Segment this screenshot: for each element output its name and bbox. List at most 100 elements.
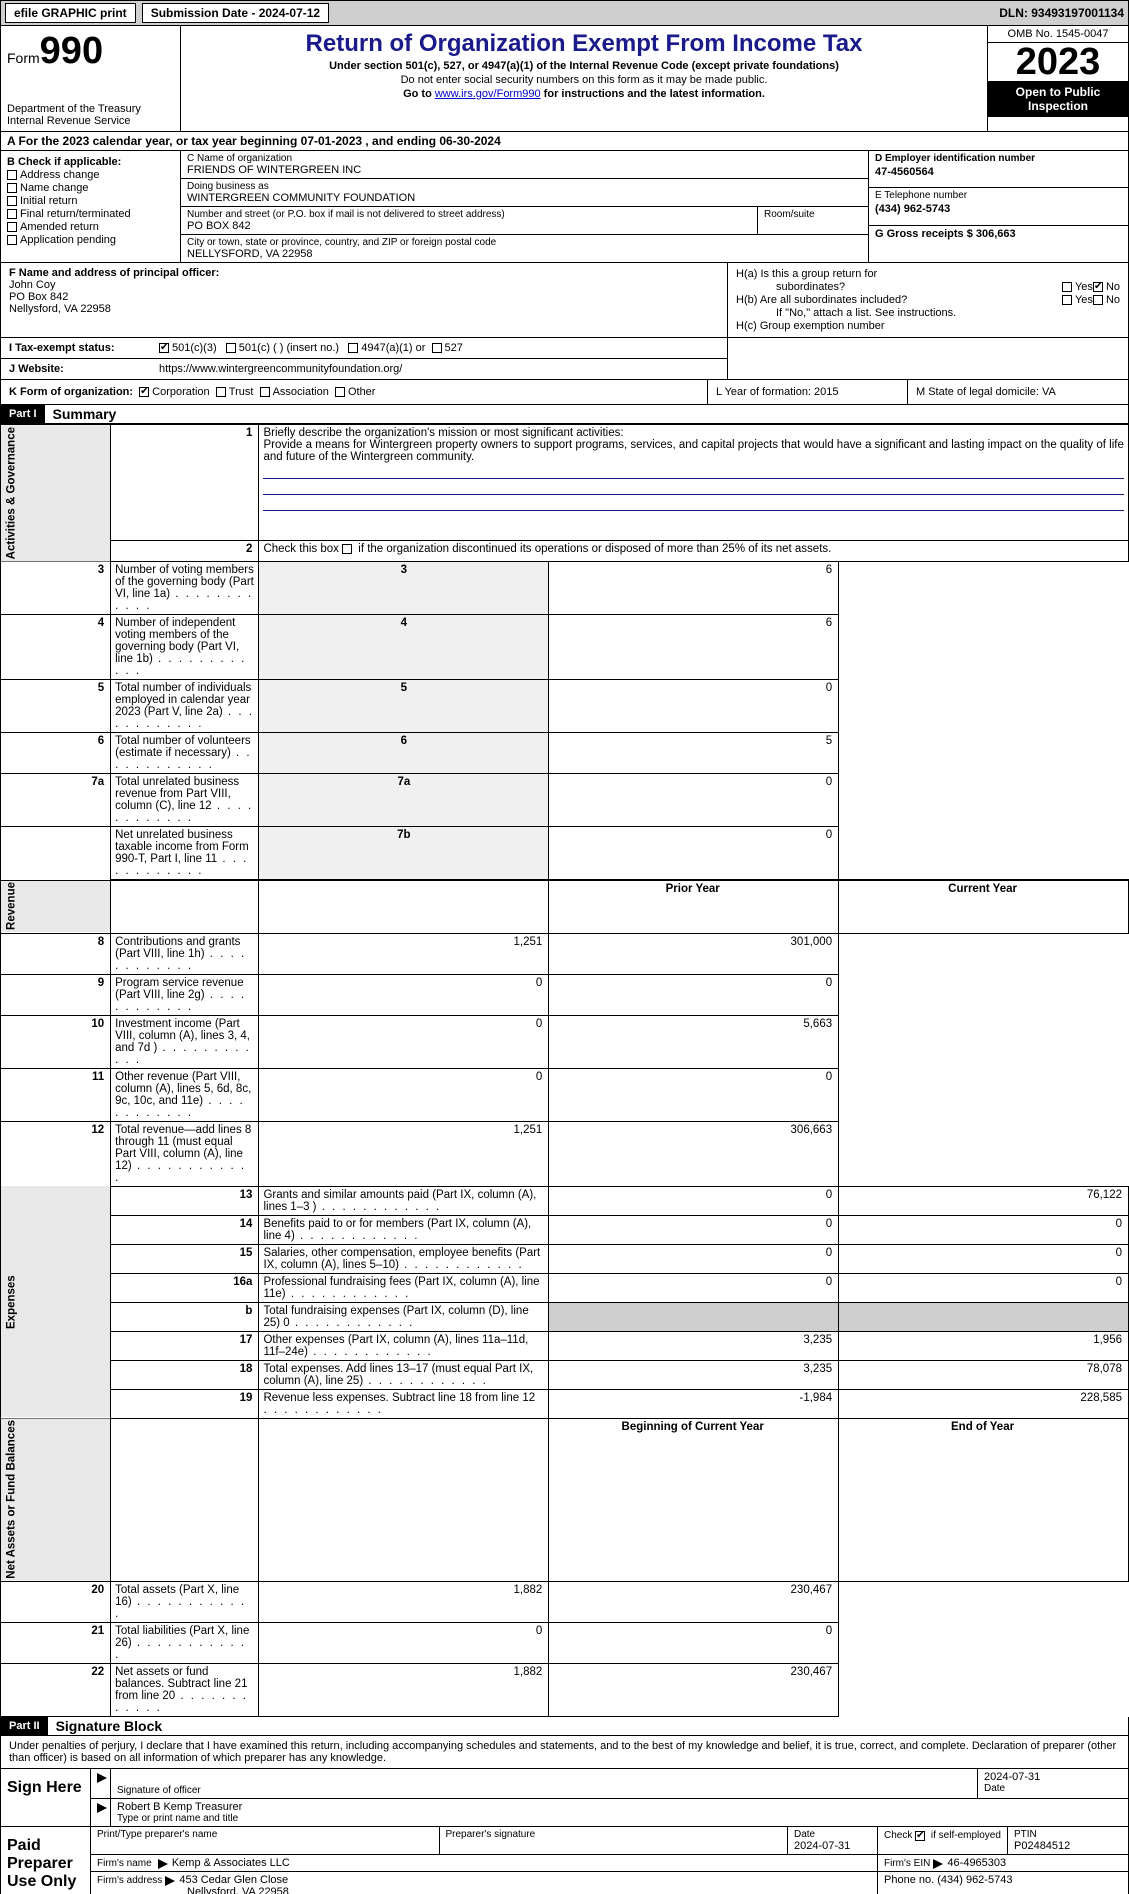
hb-no[interactable] <box>1093 295 1103 305</box>
line-box: 3 <box>259 562 549 615</box>
beg-val: 1,882 <box>259 1664 549 1717</box>
line-num: 9 <box>1 974 111 1015</box>
line-val: 0 <box>549 827 839 881</box>
line-desc: Professional fundraising fees (Part IX, … <box>259 1273 549 1302</box>
website-url[interactable]: https://www.wintergreencommunityfoundati… <box>159 363 402 375</box>
tel-value: (434) 962-5743 <box>875 203 1122 215</box>
curr-val: 0 <box>839 1244 1129 1273</box>
curr-val: 228,585 <box>839 1389 1129 1418</box>
line-num: 12 <box>1 1121 111 1186</box>
part2-title: Signature Block <box>56 1718 163 1734</box>
row-klm: K Form of organization: Corporation Trus… <box>0 380 1129 405</box>
cb-final-return[interactable] <box>7 209 17 219</box>
cb-501c3[interactable] <box>159 343 169 353</box>
arrow-icon <box>97 1803 107 1813</box>
line-num: 6 <box>1 733 111 774</box>
ha-yes[interactable] <box>1062 282 1072 292</box>
cb-assoc[interactable] <box>260 387 270 397</box>
ha-no[interactable] <box>1093 282 1103 292</box>
curr-val: 0 <box>839 1215 1129 1244</box>
city-value: NELLYSFORD, VA 22958 <box>187 248 862 260</box>
ptin-value: P02484512 <box>1014 1840 1122 1852</box>
line-num: 19 <box>111 1389 259 1418</box>
line-box: 5 <box>259 680 549 733</box>
line-val: 0 <box>549 774 839 827</box>
sig-officer-label: Signature of officer <box>117 1785 971 1796</box>
row-ij: I Tax-exempt status: 501(c)(3) 501(c) ( … <box>0 338 1129 380</box>
cb-name-change[interactable] <box>7 183 17 193</box>
perjury-declaration: Under penalties of perjury, I declare th… <box>0 1736 1129 1769</box>
mission-label: Briefly describe the organization's miss… <box>263 427 623 439</box>
ssn-note: Do not enter social security numbers on … <box>187 74 981 86</box>
irs-link[interactable]: www.irs.gov/Form990 <box>435 88 541 100</box>
hb-yes[interactable] <box>1062 295 1072 305</box>
officer-name-title: Robert B Kemp Treasurer <box>117 1801 1122 1813</box>
firm-phone: Phone no. (434) 962-5743 <box>878 1872 1128 1894</box>
prior-val: 0 <box>549 1244 839 1273</box>
prior-val: 0 <box>259 1068 549 1121</box>
paid-preparer-block: Paid Preparer Use Only Print/Type prepar… <box>0 1827 1129 1894</box>
cb-address-change[interactable] <box>7 170 17 180</box>
line-num: 13 <box>111 1186 259 1215</box>
cb-amended[interactable] <box>7 222 17 232</box>
cb-4947[interactable] <box>348 343 358 353</box>
arrow-icon <box>158 1859 168 1869</box>
line-val: 6 <box>549 562 839 615</box>
beg-val: 1,882 <box>259 1582 549 1623</box>
prior-val: 0 <box>549 1273 839 1302</box>
part1-header: Part I Summary <box>0 405 1129 424</box>
prior-val: 0 <box>549 1215 839 1244</box>
org-name: FRIENDS OF WINTERGREEN INC <box>187 164 862 176</box>
line-num: 20 <box>1 1582 111 1623</box>
curr-val: 306,663 <box>549 1121 839 1186</box>
prior-val: -1,984 <box>549 1389 839 1418</box>
goto-note: Go to www.irs.gov/Form990 for instructio… <box>187 88 981 100</box>
cb-app-pending[interactable] <box>7 235 17 245</box>
line-desc: Number of voting members of the governin… <box>111 562 259 615</box>
addr-label: Number and street (or P.O. box if mail i… <box>187 209 751 220</box>
website-label: J Website: <box>9 363 159 375</box>
city-label: City or town, state or province, country… <box>187 237 862 248</box>
line-num: 22 <box>1 1664 111 1717</box>
cb-corp[interactable] <box>139 387 149 397</box>
form-number: Form990 <box>7 30 174 73</box>
efile-print-button[interactable]: efile GRAPHIC print <box>5 3 136 23</box>
officer-addr2: Nellysford, VA 22958 <box>9 303 719 315</box>
dba-name: WINTERGREEN COMMUNITY FOUNDATION <box>187 192 862 204</box>
ha-label: H(a) Is this a group return for <box>736 268 877 280</box>
line-num: 18 <box>111 1360 259 1389</box>
line-desc: Total liabilities (Part X, line 26) <box>111 1623 259 1664</box>
part2-header: Part II Signature Block <box>0 1717 1129 1736</box>
prep-date: 2024-07-31 <box>794 1840 871 1852</box>
line-num: 21 <box>1 1623 111 1664</box>
line-num: 15 <box>111 1244 259 1273</box>
cb-trust[interactable] <box>216 387 226 397</box>
line-num: 3 <box>1 562 111 615</box>
sign-here-block: Sign Here Signature of officer 2024-07-3… <box>0 1769 1129 1827</box>
curr-val: 76,122 <box>839 1186 1129 1215</box>
officer-addr1: PO Box 842 <box>9 291 719 303</box>
cb-other[interactable] <box>335 387 345 397</box>
end-val: 230,467 <box>549 1582 839 1623</box>
form-org-label: K Form of organization: <box>9 386 133 398</box>
end-val: 230,467 <box>549 1664 839 1717</box>
line-num: b <box>111 1302 259 1331</box>
box-c: C Name of organization FRIENDS OF WINTER… <box>181 151 868 262</box>
dept-treasury: Department of the Treasury Internal Reve… <box>7 103 174 127</box>
side-netassets: Net Assets or Fund Balances <box>1 1418 111 1582</box>
prep-name-label: Print/Type preparer's name <box>97 1829 433 1840</box>
curr-val <box>839 1302 1129 1331</box>
cb-501c[interactable] <box>226 343 236 353</box>
line-desc: Salaries, other compensation, employee b… <box>259 1244 549 1273</box>
arrow-icon <box>933 1859 943 1869</box>
cb-self-employed[interactable] <box>915 1831 925 1841</box>
firm-addr: 453 Cedar Glen Close <box>179 1874 288 1886</box>
part2-num: Part II <box>1 1717 48 1735</box>
sign-here-label: Sign Here <box>1 1769 91 1826</box>
cb-discontinued[interactable] <box>342 544 352 554</box>
line-desc: Benefits paid to or for members (Part IX… <box>259 1215 549 1244</box>
line-num: 11 <box>1 1068 111 1121</box>
tax-year: 2023 <box>988 43 1128 81</box>
cb-527[interactable] <box>432 343 442 353</box>
cb-initial-return[interactable] <box>7 196 17 206</box>
